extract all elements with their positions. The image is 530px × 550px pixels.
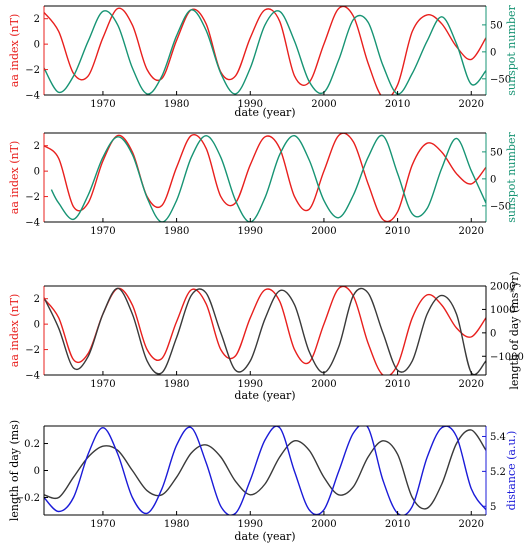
panel-1-x-tick-label: 1990 [238, 99, 263, 110]
panel-2-x-tick-label: 1970 [90, 226, 115, 237]
panel-3-x-tick-label: 1970 [90, 379, 115, 390]
panel-3-series-1-line [44, 286, 486, 375]
panel-2-left-tick-label: 2 [34, 141, 40, 152]
panel-1-x-tick-label: 1970 [90, 99, 115, 110]
panel-4-left-axis-label: length of day (ms) [8, 420, 21, 521]
panel-4-series-2-line [44, 426, 486, 515]
panel-1-right-axis-label: sunspot number [505, 5, 518, 96]
panel-3-right-tick-label: 0 [490, 328, 496, 339]
panel-2-left-tick-label: 0 [34, 167, 40, 178]
panel-4-x-tick-label: 1990 [238, 519, 263, 530]
panel-1-right-tick-label: 0 [490, 47, 496, 58]
panel-3-left-tick-label: 2 [34, 294, 40, 305]
panel-2-left-axis-label: aa index (nT) [8, 141, 21, 214]
panel-3-x-tick-label: 1980 [164, 379, 189, 390]
panel-4-left-tick-label: 0.2 [24, 439, 40, 450]
panel-2-x-tick-label: 2020 [459, 226, 484, 237]
panel-1-x-tick-label: 2000 [311, 99, 336, 110]
panel-2-series-2-line [50, 134, 486, 222]
panel-2-right-tick-label: −50 [490, 201, 511, 212]
panel-4-right-tick-label: 5 [490, 502, 496, 513]
panel-2-series-1-line [44, 133, 486, 222]
panel-3-x-tick-label: 2020 [459, 379, 484, 390]
panel-3-left-tick-label: 0 [34, 320, 40, 331]
panel-3-x-axis-label: date (year) [234, 389, 295, 402]
panel-3-left-tick-label: −2 [25, 345, 40, 356]
panel-3: −4 −2 0 2 −1000 0 1000 2000 1970 1980 1990 2000 2010… [8, 271, 524, 402]
panel-3-x-tick-label: 1990 [238, 379, 263, 390]
panel-4-right-tick-label: 5.2 [490, 467, 506, 478]
panel-3-left-tick-label: −4 [25, 371, 40, 382]
panel-3-x-tick-label: 2010 [385, 379, 410, 390]
panel-4: −0.2 0 0.2 5 5.2 5.4 1970 1980 1990 2000 2010 2020 d… [8, 420, 518, 543]
panel-4-x-axis-label: date (year) [234, 530, 295, 543]
panel-2-x-tick-label: 1980 [164, 226, 189, 237]
panel-4-x-tick-label: 1980 [164, 519, 189, 530]
panel-1-left-tick-label: −4 [25, 91, 40, 102]
panel-3-x-tick-label: 2000 [311, 379, 336, 390]
panel-1-left-tick-label: 2 [34, 14, 40, 25]
panel-2-right-tick-label: 0 [490, 174, 496, 185]
panel-2-x-tick-label: 2000 [311, 226, 336, 237]
panel-2-right-tick-label: 50 [490, 147, 503, 158]
panel-2-left-tick-label: −2 [25, 192, 40, 203]
panel-4-x-tick-label: 2000 [311, 519, 336, 530]
panel-1-left-tick-label: 0 [34, 40, 40, 51]
panel-1-left-tick-label: −2 [25, 65, 40, 76]
panel-3-right-tick-label: 2000 [490, 282, 515, 293]
panel-4-left-tick-label: 0 [34, 466, 40, 477]
panel-2-left-tick-label: −4 [25, 218, 40, 229]
panel-2-x-tick-label: 1990 [238, 226, 263, 237]
panel-4-right-axis-label: distance (a.u.) [505, 431, 518, 511]
panel-4-series-1-line [44, 429, 486, 510]
panel-1: −4 −2 0 2 −50 0 50 1970 1980 1990 2000 2010 2020 date… [8, 5, 518, 119]
panel-1-x-axis-label: date (year) [234, 106, 295, 119]
panel-4-x-tick-label: 2010 [385, 519, 410, 530]
panel-3-right-tick-label: −1000 [490, 352, 524, 363]
panel-3-series-2-line [44, 287, 486, 375]
panel-1-x-tick-label: 2020 [459, 99, 484, 110]
panel-1-x-tick-label: 2010 [385, 99, 410, 110]
panel-1-right-tick-label: −50 [490, 74, 511, 85]
panel-1-left-axis-label: aa index (nT) [8, 14, 21, 87]
panel-2-x-tick-label: 2010 [385, 226, 410, 237]
panel-3-right-tick-label: 1000 [490, 305, 515, 316]
panel-1-x-tick-label: 1980 [164, 99, 189, 110]
panel-4-x-tick-label: 1970 [90, 519, 115, 530]
panel-4-right-tick-label: 5.4 [490, 432, 506, 443]
panel-2: −4 −2 0 2 −50 0 50 1970 1980 1990 2000 2010 2020 aa i… [8, 132, 518, 237]
panel-4-x-tick-label: 2020 [459, 519, 484, 530]
panel-4-left-tick-label: −0.2 [16, 493, 40, 504]
panel-1-right-tick-label: 50 [490, 20, 503, 31]
panel-3-right-axis-label: length of day (ms*yr) [508, 271, 521, 389]
panel-3-left-axis-label: aa index (nT) [8, 294, 21, 367]
panel-1-series-2-line [44, 9, 486, 95]
panel-2-right-axis-label: sunspot number [505, 132, 518, 223]
panel-1-series-1-line [44, 6, 486, 95]
